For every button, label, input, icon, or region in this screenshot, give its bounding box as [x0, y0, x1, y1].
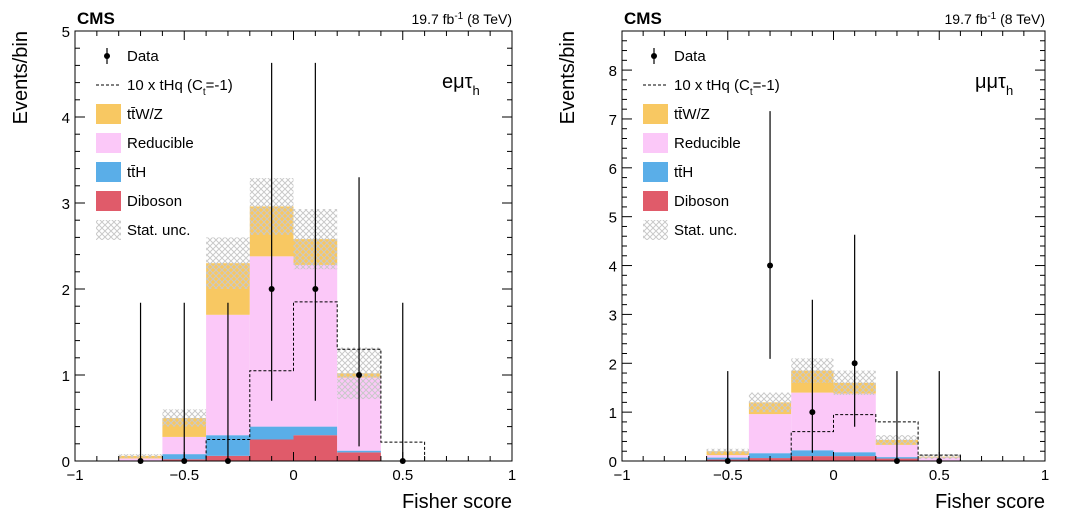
x-tick-label: −0.5: [169, 467, 199, 484]
y-axis-title: Events/bin: [557, 31, 579, 124]
legend-reducible-swatch: [96, 133, 121, 153]
experiment-label: CMS: [624, 9, 662, 28]
y-tick-label: 2: [62, 282, 70, 299]
legend-ttwz-label: tt̄W/Z: [127, 106, 163, 123]
legend-data-label: Data: [127, 48, 159, 65]
x-tick-label: 1: [1041, 467, 1049, 484]
legend-ttwz-swatch: [643, 104, 668, 124]
bar-tth-1: [748, 453, 792, 459]
y-tick-label: 1: [609, 405, 617, 422]
y-tick-label: 6: [609, 161, 617, 178]
lumi-label: 19.7 fb-1 (8 TeV): [945, 11, 1046, 27]
x-tick-label: 0.5: [929, 467, 950, 484]
legend-stat-label: Stat. unc.: [127, 222, 190, 239]
legend-tth-label: tt̄H: [674, 164, 693, 181]
y-tick-label: 7: [609, 112, 617, 129]
lumi-label: 19.7 fb-1 (8 TeV): [412, 11, 513, 27]
data-point-5: [356, 372, 363, 378]
bar-reducible-1: [748, 414, 792, 454]
legend-tth-swatch: [96, 162, 121, 182]
bar-tth-3: [833, 452, 876, 457]
x-tick-label: 1: [508, 467, 516, 484]
y-tick-label: 3: [609, 307, 617, 324]
x-tick-label: −0.5: [713, 467, 743, 484]
legend-reducible-label: Reducible: [127, 135, 194, 152]
chart-emutau: −1 −0.5 0 0.5 1 0 1 2 3 4 5 Fisher score Events/bin C…: [10, 9, 516, 513]
legend-diboson-label: Diboson: [674, 193, 729, 210]
legend-tth-label: tt̄H: [127, 164, 146, 181]
y-tick-label: 0: [62, 454, 70, 471]
x-tick-label: 0: [289, 467, 297, 484]
data-point-3: [851, 360, 858, 367]
y-tick-label: 3: [62, 196, 70, 213]
legend-signal-label: 10 x tHq (Ct=-1): [127, 77, 233, 98]
y-tick-label: 4: [609, 259, 617, 276]
y-tick-label: 8: [609, 63, 617, 80]
bar-tth-3: [249, 426, 294, 440]
chart-panel-mumutau: −1 −0.5 0 0.5 1 0 1 2 3 4 5 6 7 8 Fisher score Events/b…: [533, 0, 1066, 514]
legend-diboson-swatch: [96, 191, 121, 211]
x-tick-label: 0: [829, 467, 837, 484]
y-tick-label: 1: [62, 368, 70, 385]
y-tick-label: 4: [62, 110, 70, 127]
y-axis-title: Events/bin: [10, 31, 32, 124]
legend-diboson-label: Diboson: [127, 193, 182, 210]
legend-data-label: Data: [674, 48, 706, 65]
data-point-2: [809, 409, 816, 416]
data-point-4: [312, 286, 319, 292]
channel-label: μμτh: [975, 71, 1013, 98]
legend-signal-label: 10 x tHq (Ct=-1): [674, 77, 780, 98]
x-axis-title: Fisher score: [402, 491, 512, 513]
chart-panel-emutau: −1 −0.5 0 0.5 1 0 1 2 3 4 5 Fisher score Events/bin C…: [10, 9, 516, 513]
legend-stat-label: Stat. unc.: [674, 222, 737, 239]
x-axis-title: Fisher score: [935, 491, 1045, 513]
legend-reducible-swatch: [643, 133, 668, 153]
legend-tth-swatch: [643, 162, 668, 182]
legend-data-dot: [104, 53, 110, 59]
bar-tth-5: [337, 450, 381, 453]
bar-diboson-3: [249, 439, 294, 461]
bar-tth-2: [791, 450, 834, 457]
y-tick-label: 2: [609, 356, 617, 373]
legend-ttwz-swatch: [96, 104, 121, 124]
legend-data-dot: [651, 53, 657, 59]
channel-label: eμτh: [442, 71, 480, 98]
stat-unc-1: [748, 392, 792, 413]
legend-stat-swatch: [643, 220, 668, 240]
x-tick-label: −1: [66, 467, 83, 484]
legend-reducible-label: Reducible: [674, 135, 741, 152]
data-point-1: [767, 262, 774, 269]
legend-stat-swatch: [96, 220, 121, 240]
y-tick-label: 5: [62, 24, 70, 41]
chart-mumutau: −1 −0.5 0 0.5 1 0 1 2 3 4 5 6 7 8 Fisher score Events/b…: [557, 9, 1049, 513]
experiment-label: CMS: [77, 9, 115, 28]
y-tick-label: 0: [609, 454, 617, 471]
x-tick-label: −1: [613, 467, 630, 484]
stat-unc-2: [206, 237, 250, 289]
legend-ttwz-label: tt̄W/Z: [674, 106, 710, 123]
bar-tth-4: [293, 426, 338, 436]
data-point-3: [268, 286, 275, 292]
y-tick-label: 5: [609, 210, 617, 227]
legend-diboson-swatch: [643, 191, 668, 211]
x-tick-label: 0.5: [392, 467, 413, 484]
